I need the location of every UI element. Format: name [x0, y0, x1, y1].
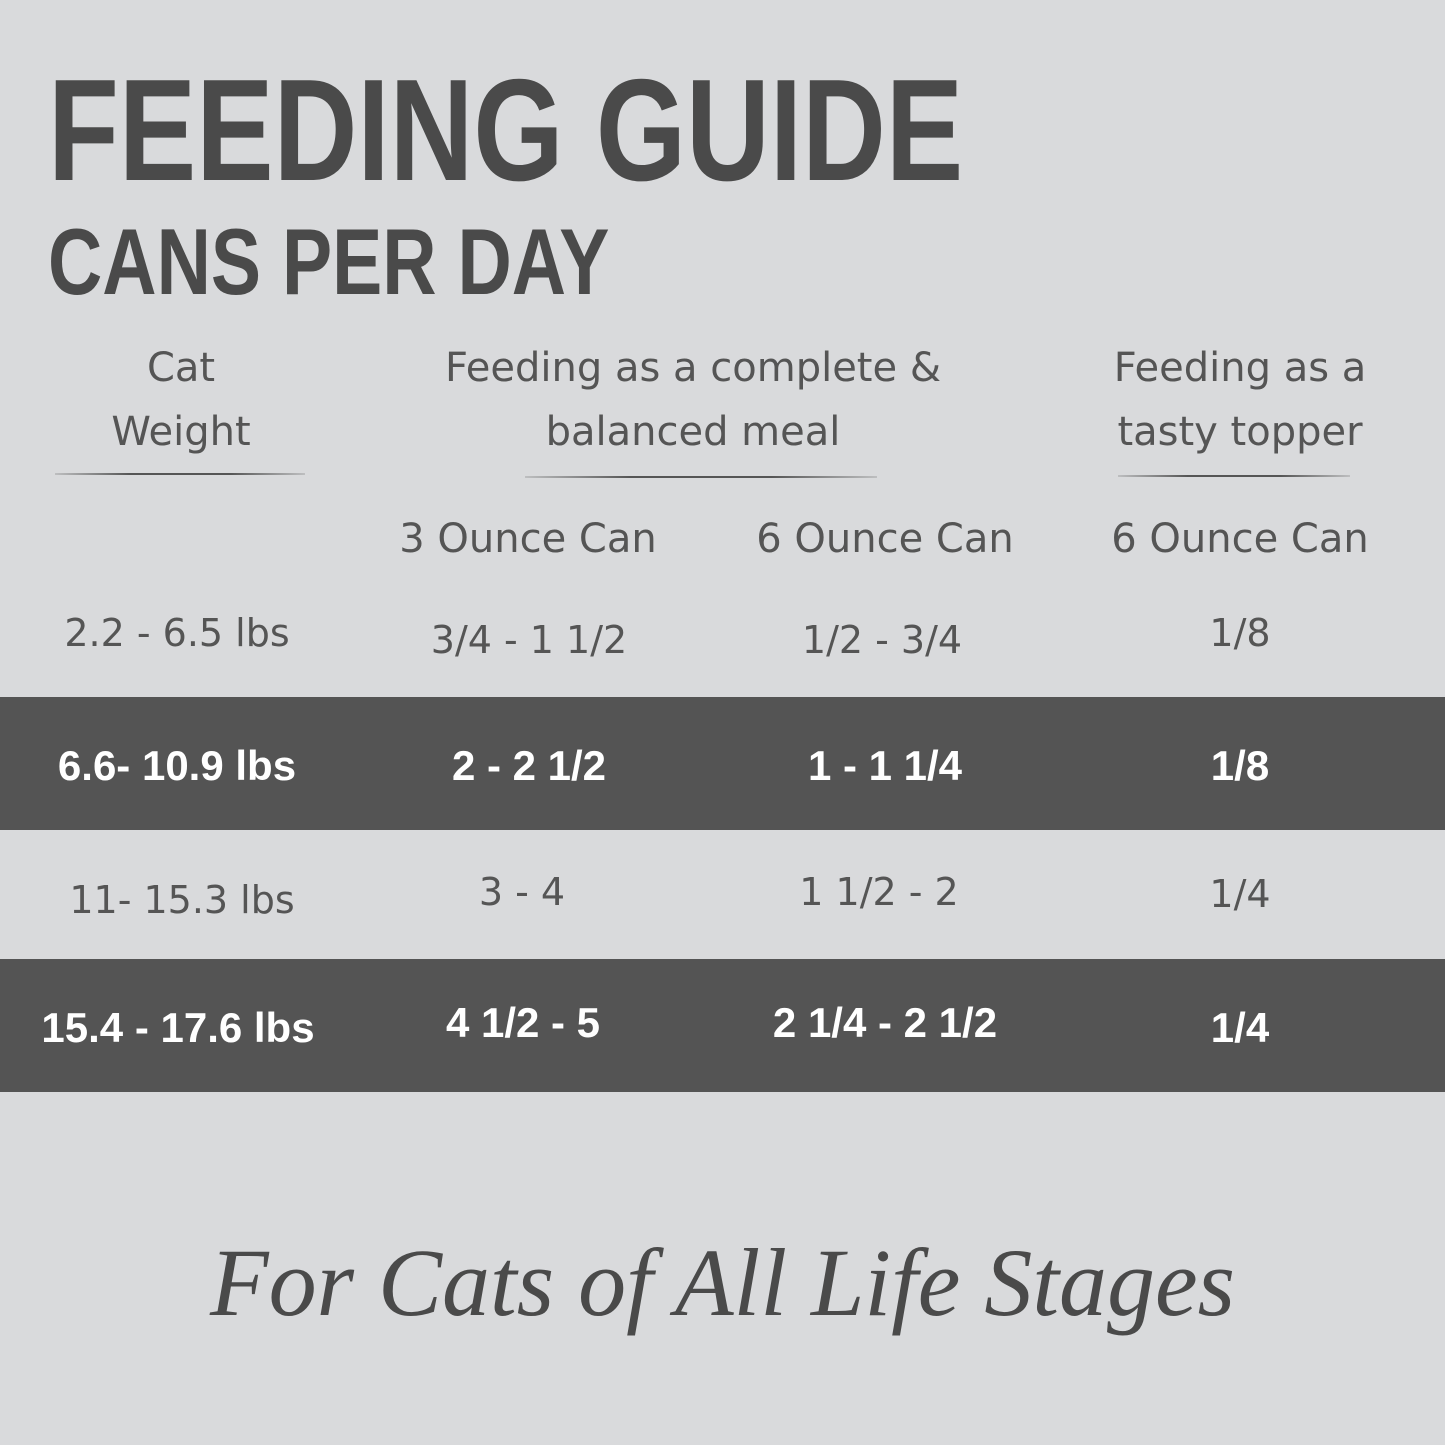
header-line: Feeding as a: [1113, 345, 1367, 391]
cell-weight: 2.2 - 6.5 lbs: [64, 611, 290, 655]
cell-6oz: 1/2 - 3/4: [801, 618, 963, 662]
cell-topper: 1/8: [1210, 742, 1270, 789]
divider: [1118, 475, 1350, 477]
header-cat-weight: Cat Weight: [11, 336, 351, 464]
cell-weight: 6.6- 10.9 lbs: [57, 742, 297, 789]
cell-weight: 15.4 - 17.6 lbs: [41, 1004, 315, 1051]
cell-3oz: 3 - 4: [478, 870, 566, 914]
cell-3oz: 2 - 2 1/2: [451, 742, 607, 789]
cell-weight: 11- 15.3 lbs: [69, 878, 295, 922]
header-line: balanced meal: [545, 409, 841, 455]
subheader-3oz: 3 Ounce Can: [399, 516, 657, 562]
row-highlight-band: [0, 697, 1445, 830]
page-subtitle: CANS PER DAY: [48, 209, 610, 314]
cell-3oz: 4 1/2 - 5: [445, 999, 601, 1046]
header-line: tasty topper: [1117, 409, 1363, 455]
header-topper: Feeding as a tasty topper: [1040, 336, 1440, 464]
header-line: Cat: [146, 345, 216, 391]
divider: [525, 476, 877, 478]
header-complete-meal: Feeding as a complete & balanced meal: [393, 336, 993, 464]
cell-3oz: 3/4 - 1 1/2: [430, 618, 628, 662]
page-title: FEEDING GUIDE: [48, 49, 964, 211]
header-line: Feeding as a complete &: [444, 345, 942, 391]
cell-topper: 1/8: [1209, 611, 1271, 655]
cell-6oz: 2 1/4 - 2 1/2: [772, 999, 998, 1046]
divider: [55, 473, 305, 475]
cell-topper: 1/4: [1209, 872, 1271, 916]
cell-6oz: 1 1/2 - 2: [799, 870, 959, 914]
subheader-6oz-topper: 6 Ounce Can: [1111, 516, 1369, 562]
cell-6oz: 1 - 1 1/4: [807, 742, 963, 789]
cell-topper: 1/4: [1210, 1004, 1270, 1051]
subheader-6oz: 6 Ounce Can: [756, 516, 1014, 562]
tagline: For Cats of All Life Stages: [210, 1229, 1235, 1336]
row-highlight-band: [0, 959, 1445, 1092]
header-line: Weight: [111, 409, 251, 455]
